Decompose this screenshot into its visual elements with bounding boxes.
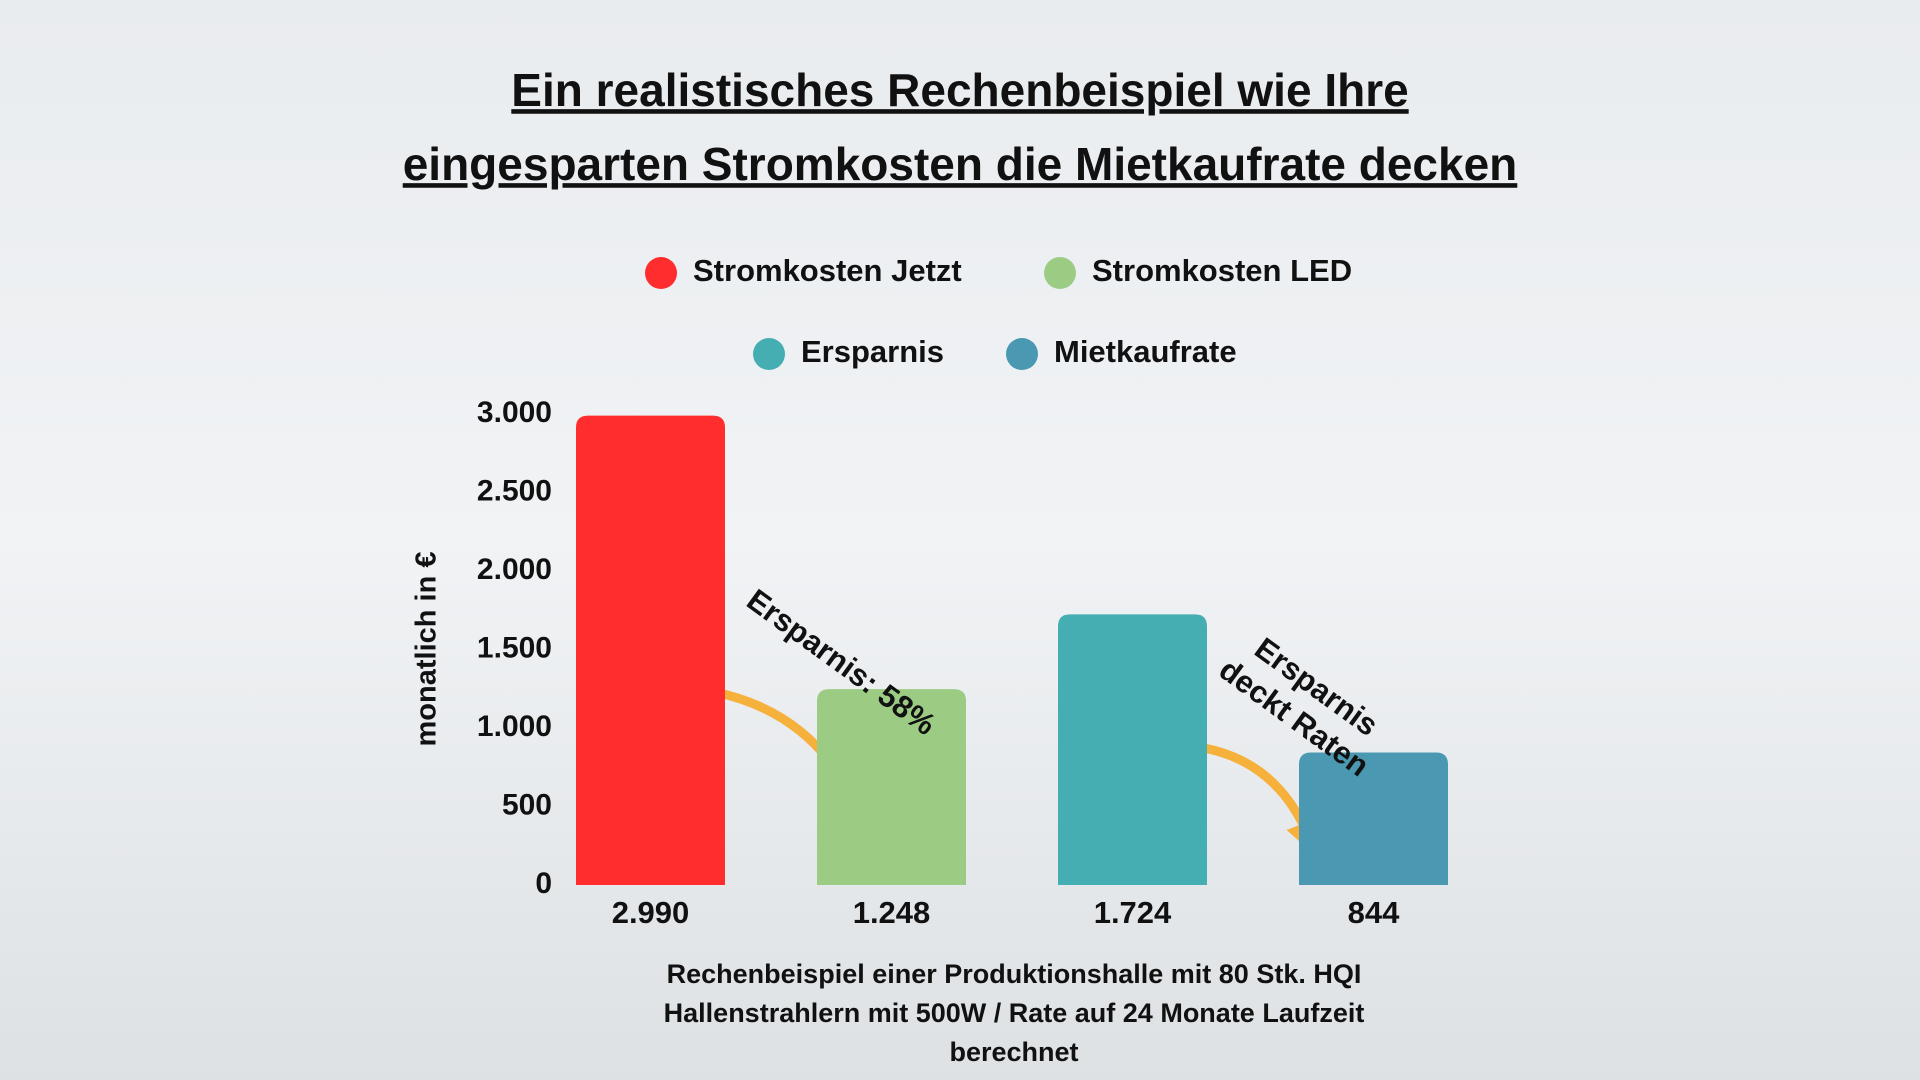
y-tick-label: 1.000 — [477, 710, 552, 743]
legend-label: Stromkosten LED — [1092, 253, 1352, 288]
legend-label: Mietkaufrate — [1054, 334, 1237, 369]
legend-swatch — [1044, 257, 1076, 289]
chart-title: Ein realistisches Rechenbeispiel wie Ihr… — [511, 64, 1408, 116]
bar — [1299, 752, 1448, 885]
y-tick-label: 3.000 — [477, 396, 552, 429]
legend-label: Ersparnis — [801, 334, 944, 369]
y-axis-label: monatlich in € — [411, 552, 443, 747]
value-label: 1.248 — [853, 895, 931, 930]
footnote: Hallenstrahlern mit 500W / Rate auf 24 M… — [664, 998, 1365, 1028]
y-tick-label: 0 — [535, 867, 552, 900]
footnote: Rechenbeispiel einer Produktionshalle mi… — [667, 959, 1362, 989]
value-label: 844 — [1348, 895, 1400, 930]
y-tick-label: 2.500 — [477, 474, 552, 507]
footnote: berechnet — [949, 1037, 1078, 1067]
y-tick-label: 1.500 — [477, 631, 552, 664]
legend-swatch — [753, 338, 785, 370]
chart-title: eingesparten Stromkosten die Mietkaufrat… — [403, 138, 1518, 190]
legend-label: Stromkosten Jetzt — [693, 253, 962, 288]
legend-swatch — [645, 257, 677, 289]
y-tick-label: 500 — [502, 788, 552, 821]
value-label: 1.724 — [1094, 895, 1172, 930]
legend-swatch — [1006, 338, 1038, 370]
value-label: 2.990 — [612, 895, 690, 930]
bar — [817, 689, 966, 885]
y-tick-label: 2.000 — [477, 553, 552, 586]
bar — [576, 415, 725, 885]
bar — [1058, 614, 1207, 885]
